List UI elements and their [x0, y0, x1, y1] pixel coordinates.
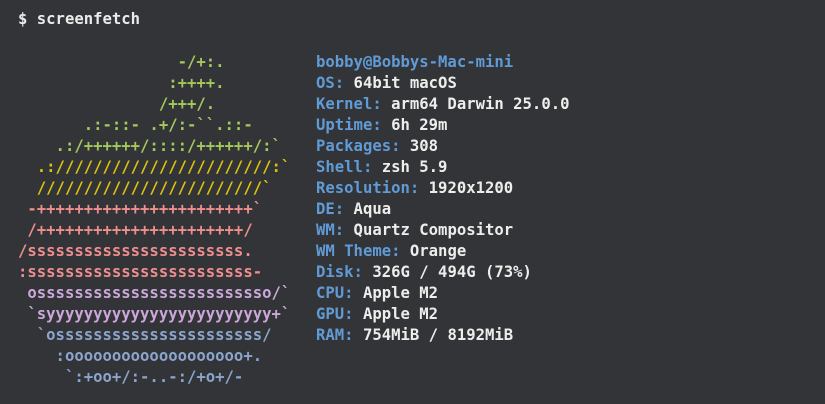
info-value: 754MiB / 8192MiB — [353, 326, 514, 344]
info-label: CPU: — [316, 284, 354, 302]
info-value: 308 — [400, 137, 439, 155]
ascii-art-line: `syyyyyyyyyyyyyyyyyyyyyyyy+` — [27, 305, 291, 323]
ascii-art-line: /sssssssssssssssssssssss. — [18, 242, 253, 260]
ascii-art-line: `ossssssssssssssssssssss/ — [36, 326, 272, 344]
ascii-art-line: :ooooooooooooooooooo+. — [55, 347, 263, 365]
ascii-art-line: :ssssssssssssssssssssssss- — [18, 263, 263, 281]
prompt-line: $ screenfetch — [18, 9, 140, 30]
info-row: Resolution: 1920x1200 — [316, 178, 569, 199]
info-row: CPU: Apple M2 — [316, 283, 569, 304]
info-value: Aqua — [344, 200, 392, 218]
info-label: Kernel: — [316, 95, 382, 113]
info-value: 1920x1200 — [419, 179, 514, 197]
ascii-art-line: /+++/. — [158, 95, 216, 113]
ascii-art-line: ////////////////////////` — [36, 179, 272, 197]
info-value: arm64 Darwin 25.0.0 — [381, 95, 570, 113]
info-label: OS: — [316, 74, 345, 92]
info-row: OS: 64bit macOS — [316, 73, 569, 94]
info-value: Apple M2 — [353, 305, 439, 323]
info-row: Kernel: arm64 Darwin 25.0.0 — [316, 94, 569, 115]
info-label: WM Theme: — [316, 242, 401, 260]
system-info-block: bobby@Bobbys-Mac-mini OS: 64bit macOS Ker… — [316, 52, 569, 346]
info-row: Packages: 308 — [316, 136, 569, 157]
info-row: RAM: 754MiB / 8192MiB — [316, 325, 569, 346]
info-label: Packages: — [316, 137, 401, 155]
prompt-symbol: $ — [18, 10, 28, 28]
ascii-art-line: osssssssssssssssssssssssso/` — [27, 284, 291, 302]
command-text: screenfetch — [36, 10, 141, 28]
info-label: Shell: — [316, 158, 373, 176]
info-row: GPU: Apple M2 — [316, 304, 569, 325]
ascii-art-line: /++++++++++++++++++++++/ — [27, 221, 253, 239]
info-label: DE: — [316, 200, 345, 218]
info-row: WM Theme: Orange — [316, 241, 569, 262]
info-row: WM: Quartz Compositor — [316, 220, 569, 241]
info-label: Disk: — [316, 263, 363, 281]
info-row: DE: Aqua — [316, 199, 569, 220]
info-value: zsh 5.9 — [372, 158, 448, 176]
info-row: Disk: 326G / 494G (73%) — [316, 262, 569, 283]
ascii-art-line: :++++. — [168, 74, 225, 92]
ascii-art-line: .:///////////////////////:` — [36, 158, 291, 176]
info-value: 326G / 494G (73%) — [362, 263, 532, 281]
ascii-art-line: .:-::- .+/:-``.::- — [83, 116, 253, 134]
ascii-art-apple-logo: -/+:. :++++. /+++/. .:-::- .+/:-``.::- .… — [18, 52, 290, 388]
info-value: Quartz Compositor — [344, 221, 514, 239]
ascii-art-line: .:/++++++/::::/++++++/:` — [55, 137, 281, 155]
info-label: WM: — [316, 221, 345, 239]
info-value: 64bit macOS — [344, 74, 457, 92]
info-label: GPU: — [316, 305, 354, 323]
ascii-art-line: `:+oo+/:-..-:/+o+/- — [64, 368, 244, 386]
info-row: Shell: zsh 5.9 — [316, 157, 569, 178]
info-value: 6h 29m — [381, 116, 448, 134]
info-value: Orange — [400, 242, 467, 260]
ascii-art-line: -/+:. — [177, 53, 225, 71]
ascii-art-line: -+++++++++++++++++++++++` — [27, 200, 263, 218]
info-value: Apple M2 — [353, 284, 439, 302]
info-label: Uptime: — [316, 116, 382, 134]
info-label: RAM: — [316, 326, 354, 344]
info-row: Uptime: 6h 29m — [316, 115, 569, 136]
info-label: Resolution: — [316, 179, 420, 197]
user-host-title: bobby@Bobbys-Mac-mini — [316, 53, 514, 71]
